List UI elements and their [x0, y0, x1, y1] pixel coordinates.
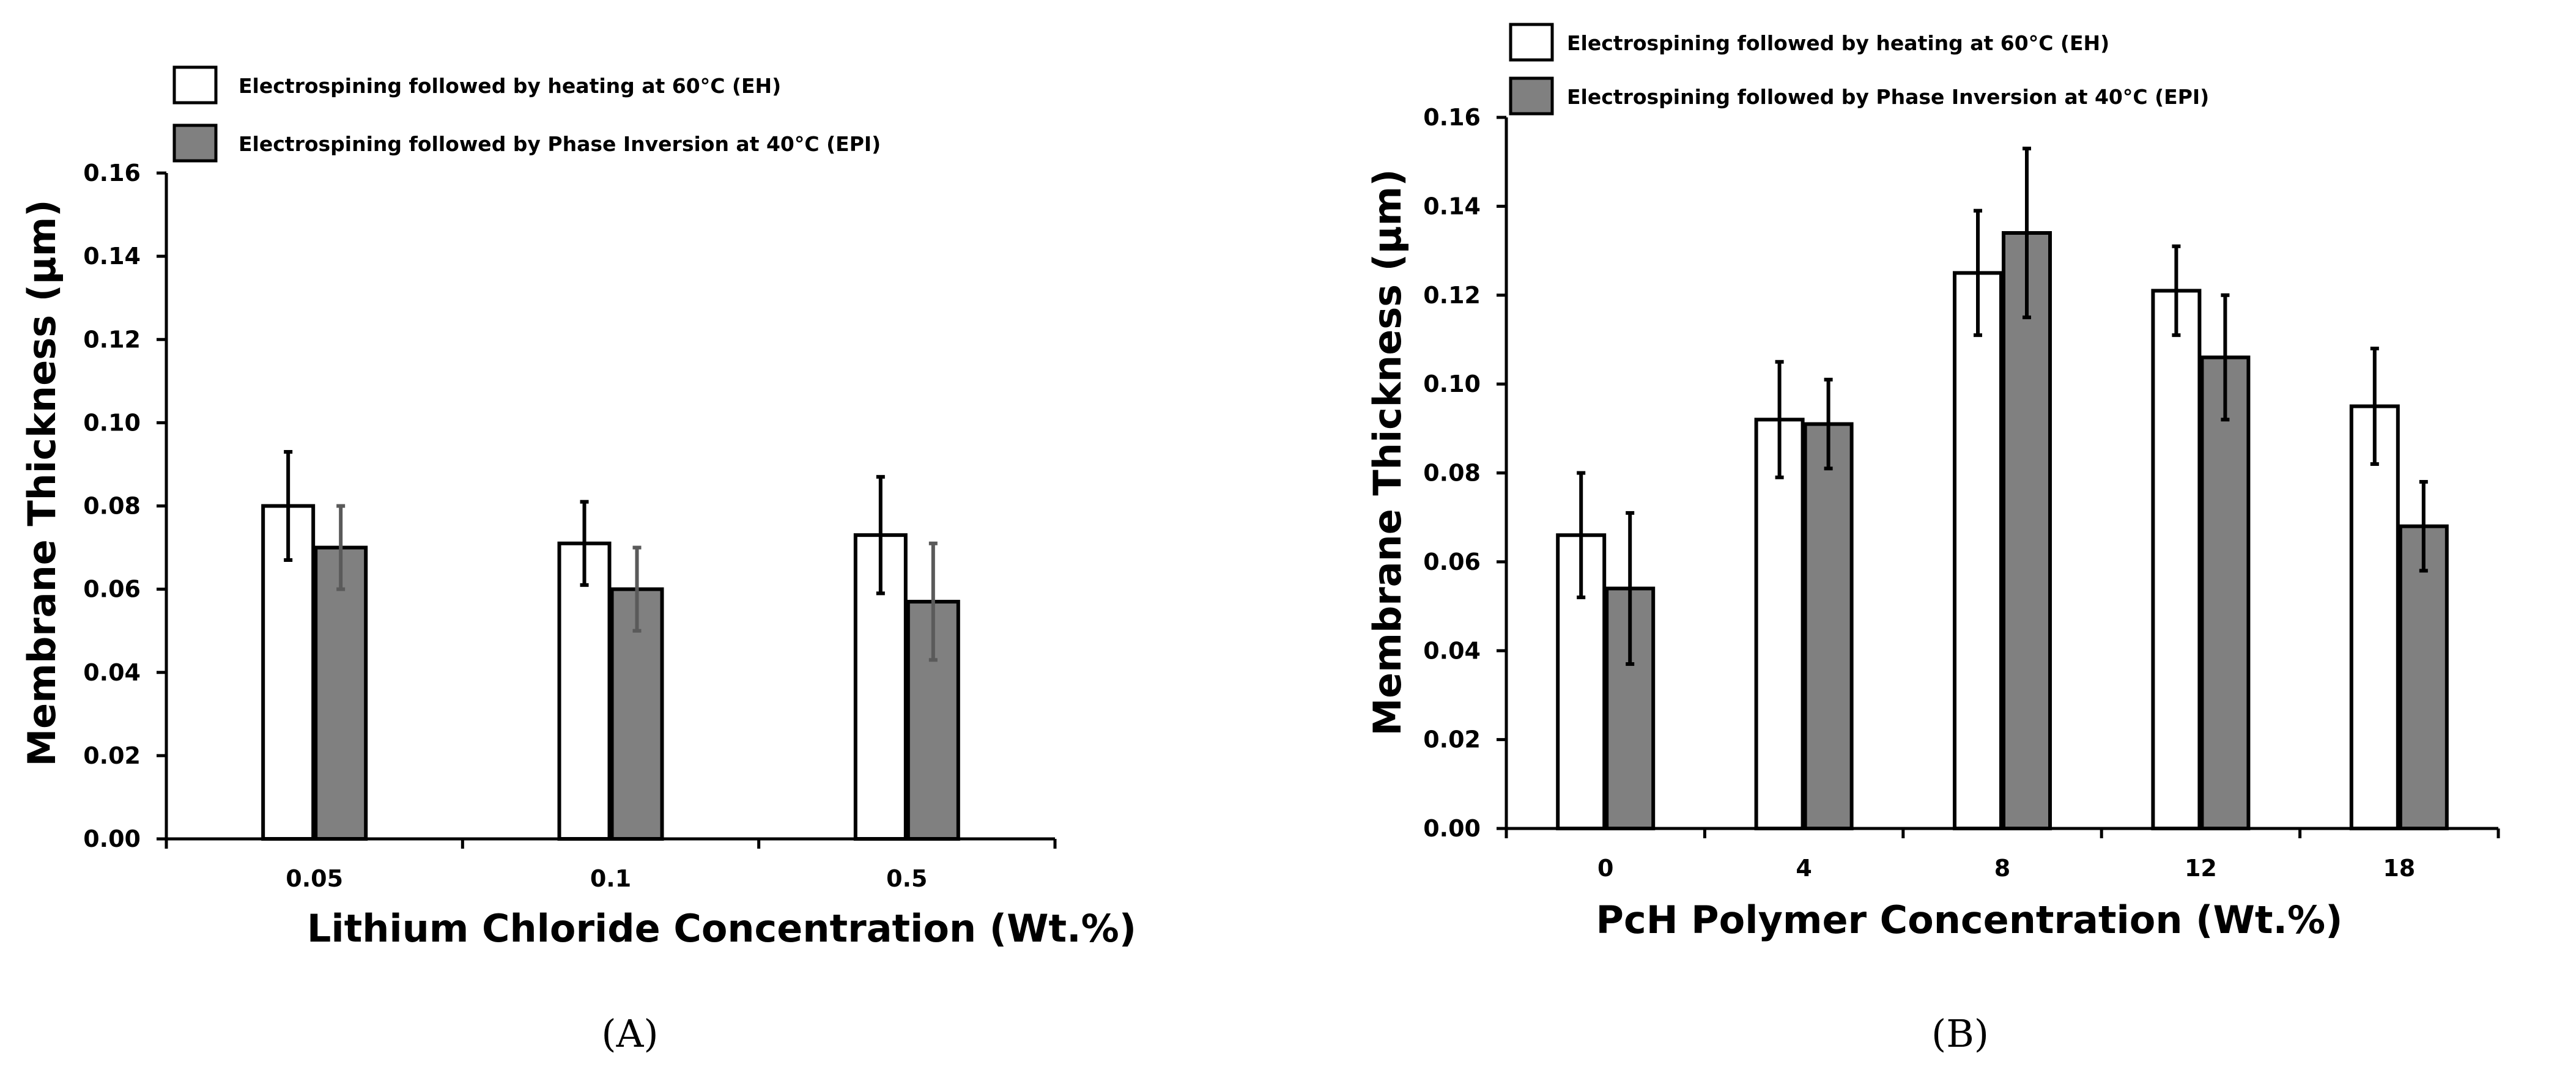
chart-a-legend-label-eh: Electrospining followed by heating at 60…	[239, 74, 781, 98]
chart-b: Membrane Thickness (μm) PcH Polymer Conc…	[1365, 23, 2500, 1056]
chart-b-ytick-label: 0.14	[1423, 193, 1481, 220]
chart-a-ytick-label: 0.12	[83, 326, 141, 353]
chart-b-bar-eh	[2151, 289, 2202, 830]
chart-b-ytick-label: 0.10	[1423, 371, 1481, 397]
chart-b-ytick-label: 0.04	[1423, 637, 1481, 664]
chart-a-ytick-label: 0.00	[83, 825, 141, 852]
chart-b-xlabel: PcH Polymer Concentration (Wt.%)	[1596, 898, 2343, 942]
chart-b-bar-eh	[2349, 404, 2400, 830]
chart-b-legend-label-eh: Electrospining followed by heating at 60…	[1567, 31, 2109, 55]
chart-b-bar-eh	[1754, 418, 1805, 830]
chart-a-ytick-label: 0.04	[83, 659, 141, 686]
chart-b-legend-swatch-epi	[1509, 76, 1554, 116]
chart-b-xtick-label: 12	[2185, 855, 2217, 882]
chart-b-legend: Electrospining followed by heating at 60…	[1509, 23, 2209, 116]
chart-a-ytick-label: 0.02	[83, 742, 141, 769]
chart-a-ytick-label: 0.10	[83, 409, 141, 436]
chart-b-xtick-label: 18	[2383, 855, 2415, 882]
chart-a-xtick-label: 0.1	[590, 865, 631, 892]
chart-b-legend-swatch-eh	[1509, 23, 1554, 62]
chart-a-ytick-label: 0.14	[83, 243, 141, 270]
chart-a-bar-eh	[261, 504, 316, 841]
chart-b-ylabel: Membrane Thickness (μm)	[1365, 169, 1410, 736]
chart-a-bar-eh	[557, 541, 612, 841]
chart-a-ytick-label: 0.16	[83, 160, 141, 186]
chart-b-bar-epi	[1803, 422, 1854, 830]
chart-b-ytick-label: 0.06	[1423, 548, 1481, 575]
chart-a-ytick-label: 0.06	[83, 576, 141, 603]
chart-b-ytick-label: 0.08	[1423, 460, 1481, 487]
chart-b-bar-epi	[2200, 355, 2251, 830]
chart-b-panel-label: (B)	[1931, 1011, 1989, 1056]
chart-b-legend-label-epi: Electrospining followed by Phase Inversi…	[1567, 85, 2209, 109]
chart-b-ytick-label: 0.00	[1423, 815, 1481, 842]
chart-a-legend: Electrospining followed by heating at 60…	[172, 65, 881, 163]
chart-a-panel-label: (A)	[601, 1011, 658, 1056]
chart-a-xlabel: Lithium Chloride Concentration (Wt.%)	[307, 906, 1136, 951]
chart-b-xtick-label: 8	[1994, 855, 2010, 882]
chart-b-bar-epi	[2398, 524, 2449, 830]
chart-a-bar-epi	[314, 545, 368, 841]
chart-a-legend-swatch-eh	[172, 65, 218, 105]
chart-b-ytick-label: 0.16	[1423, 104, 1481, 131]
chart-a-ylabel: Membrane Thickness (μm)	[20, 199, 64, 766]
chart-a-legend-label-epi: Electrospining followed by Phase Inversi…	[239, 132, 881, 156]
chart-b-ytick-label: 0.02	[1423, 726, 1481, 753]
chart-a-xtick-label: 0.5	[886, 865, 927, 892]
chart-a-ytick-label: 0.08	[83, 493, 141, 520]
chart-b-bar-eh	[1953, 271, 2003, 830]
chart-a: Membrane Thickness (μm) Lithium Chloride…	[20, 65, 1136, 1056]
chart-a-xtick-label: 0.05	[286, 865, 343, 892]
chart-b-bar-epi	[2002, 231, 2052, 830]
chart-b-xtick-label: 4	[1796, 855, 1812, 882]
chart-a-legend-swatch-epi	[172, 124, 218, 163]
chart-b-ytick-label: 0.12	[1423, 282, 1481, 309]
chart-b-xtick-label: 0	[1597, 855, 1613, 882]
